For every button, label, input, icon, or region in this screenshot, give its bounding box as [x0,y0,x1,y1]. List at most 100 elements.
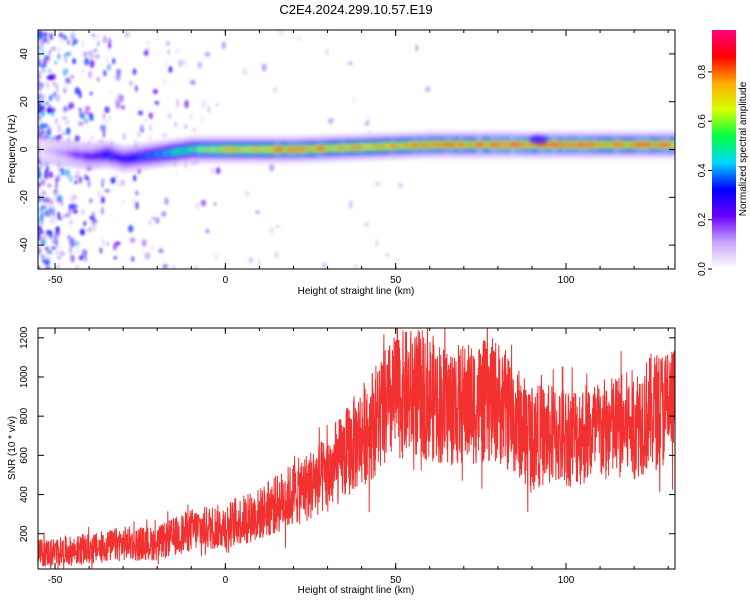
spectrogram-ridge-cell [285,147,288,152]
spectrogram-ridge-cell [432,142,435,148]
spectrogram-cell [269,164,275,172]
spectrogram-ridge-cell [226,147,229,152]
spectrogram-ridge-cell [393,143,396,149]
spectrogram-ridge-cell [56,149,59,155]
spectrogram-ridge-cell [514,142,517,148]
spectrogram-ridge-cell [532,142,535,148]
spectrogram-ridge-cell [346,145,349,150]
colorbar-gradient [712,30,736,269]
spectrogram-cell [51,93,56,100]
spectrogram-cell [121,199,126,205]
spectrogram-cell [165,60,169,67]
spectrogram-cell [41,49,45,56]
spectrogram-ridge-cell [463,142,466,148]
spectrogram-ridge-cell [512,142,515,148]
spectrogram-cell [154,101,159,105]
spectrogram-cell [215,167,221,175]
spectrogram-ridge-cell [348,145,352,150]
spectrogram-ridge-cell [567,142,570,148]
spectrogram-cell [58,124,61,133]
spectrogram-ridge-cell [477,142,480,148]
spectrogram-cell [397,182,403,189]
spectrogram-cell [55,93,61,103]
spectrogram-ridge-cell [620,142,623,148]
spectrogram-ridge-cell [273,147,276,152]
spectrogram-cell [104,106,110,114]
spectrogram-ridge-cell [495,142,499,148]
spectrogram-ridge-cell [502,142,505,148]
spectrogram-ridge-cell [510,142,513,148]
spectrogram-ridge-cell [207,147,210,152]
spectrogram-x-tick-label: 0 [223,275,229,286]
spectrogram-cell [72,255,75,263]
spectrogram-cell [38,125,41,134]
spectrogram-cell [101,207,104,215]
spectrogram-cell [38,215,43,225]
spectrogram-cell [192,265,199,269]
snr-y-tick-label: 200 [19,525,30,542]
spectrogram-cell [82,52,88,58]
spectrogram-cell [55,177,58,186]
spectrogram-ridge-cell [358,144,362,150]
spectrogram-cell [190,79,196,85]
spectrogram-cell [158,248,164,254]
spectrogram-ridge-cell [332,145,335,151]
spectrogram-cell [114,241,121,246]
spectrogram-ridge-cell [283,147,286,152]
spectrogram-ridge-cell [606,142,609,148]
spectrogram-cell [49,33,54,40]
spectrogram-ridge-cell [410,143,413,148]
spectrogram-ridge-cell [530,142,533,148]
spectrogram-cell [242,67,248,76]
spectrogram-ridge-cell [469,142,472,148]
spectrogram-ridge-cell [546,142,550,148]
spectrogram-ridge-cell [154,152,157,158]
spectrogram-ridge-cell [342,145,345,151]
spectrogram-ridge-cell [542,142,546,148]
spectrogram-ridge-cell [387,143,390,149]
spectrogram-cell [122,132,126,141]
spectrogram-ridge-cell [524,142,527,148]
spectrogram-cell [115,217,118,221]
spectrogram-cell [108,37,111,47]
spectrogram-ridge-cell [136,154,139,160]
spectrogram-cell [38,58,41,68]
spectrogram-cell [367,116,370,123]
spectrogram-cell [61,167,65,176]
spectrogram-ridge-cell [379,144,382,149]
spectrogram-ridge-cell [322,146,325,151]
spectrogram-cell [74,240,80,247]
spectrogram-ridge-cell [58,150,61,155]
spectrogram-ridge-cell [407,143,411,148]
spectrogram-ridge-cell [571,142,574,148]
spectrogram-ridge-cell [95,153,98,159]
spectrogram-cell [67,105,71,111]
spectrogram-ridge-cell [608,142,611,148]
spectrogram-ridge-cell [465,142,468,148]
spectrogram-cell [40,239,46,246]
spectrogram-ridge-cell [412,143,415,148]
spectrogram-ridge-cell [260,147,264,152]
spectrogram-cell [81,39,85,48]
spectrogram-cell [79,176,82,184]
colorbar-tick-label: 0.2 [697,212,708,226]
spectrogram-cell [61,33,65,39]
snr-y-tick-label: 800 [19,407,30,424]
spectrogram-cell [92,48,98,53]
spectrogram-ridge-cell [293,147,296,152]
spectrogram-cell [55,250,59,255]
spectrogram-ridge-cell [591,142,595,148]
spectrogram-ridge-cell [655,142,658,148]
spectrogram-cell [38,86,41,92]
spectrogram-cell [327,117,334,125]
spectrogram-cell [425,86,431,93]
spectrogram-cell [145,40,150,46]
spectrogram-cell [177,59,183,68]
spectrogram-cell [40,41,45,46]
spectrogram-y-tick-label: -20 [19,190,30,205]
spectrogram-ridge-cell [70,151,74,157]
spectrogram-ridge-cell [360,144,364,150]
spectrogram-ridge-cell [352,145,356,150]
spectrogram-ridge-cell [326,146,329,151]
spectrogram-cell [162,264,167,269]
